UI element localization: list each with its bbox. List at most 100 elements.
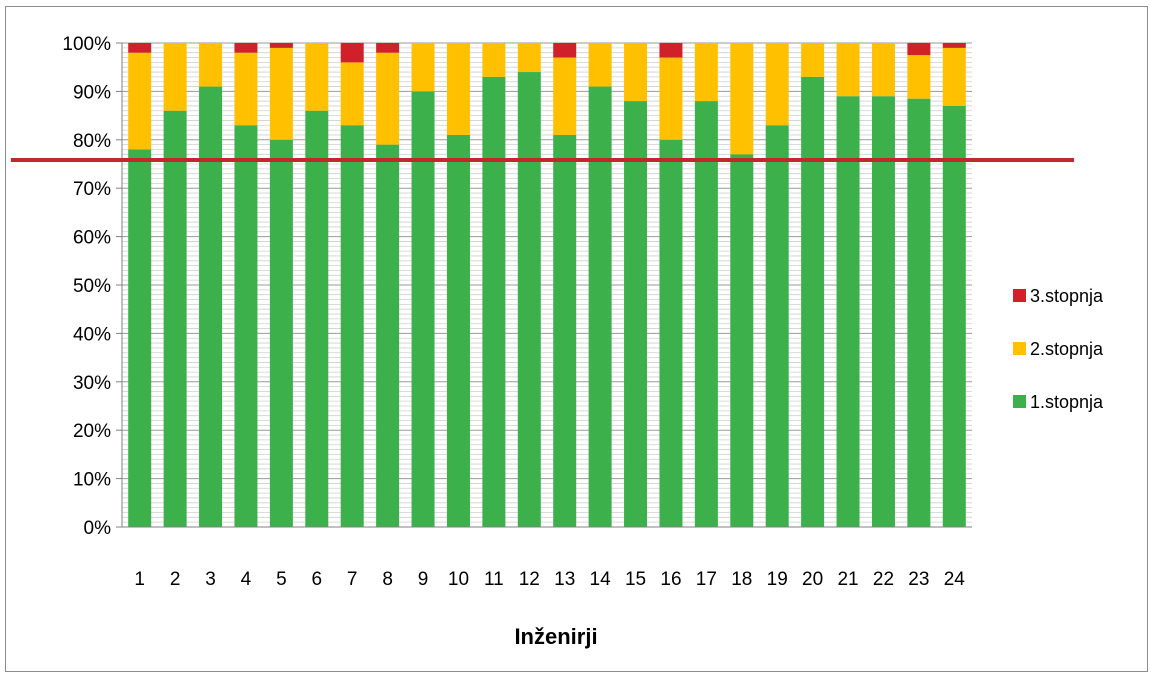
x-tick-label: 12 xyxy=(519,569,540,590)
y-tick-label: 100% xyxy=(62,34,111,55)
legend-swatch-2-stopnja xyxy=(1013,342,1026,355)
bar-2-stopnja-16 xyxy=(659,57,683,140)
bar-1-stopnja-5 xyxy=(269,139,293,528)
bar-2-stopnja-22 xyxy=(871,43,895,97)
bars xyxy=(128,43,966,528)
y-tick-label: 50% xyxy=(73,276,111,297)
bar-3-stopnja-24 xyxy=(942,43,966,48)
bar-3-stopnja-4 xyxy=(234,43,258,53)
x-tick-label: 16 xyxy=(660,569,681,590)
bar-2-stopnja-1 xyxy=(128,52,152,150)
x-tick-label: 21 xyxy=(837,569,858,590)
bar-2-stopnja-6 xyxy=(305,43,329,111)
y-tick-label: 90% xyxy=(73,82,111,103)
bar-1-stopnja-11 xyxy=(482,76,506,527)
y-tick-labels: 0% 10% 20% 30% 40% 50% 60% 70% 80% 90% 100% xyxy=(62,34,111,539)
y-tick-label: 20% xyxy=(73,421,111,442)
x-tick-label: 17 xyxy=(696,569,717,590)
bar-3-stopnja-5 xyxy=(269,43,293,48)
bar-2-stopnja-4 xyxy=(234,52,258,126)
x-tick-label: 3 xyxy=(205,569,216,590)
bar-2-stopnja-15 xyxy=(624,43,648,102)
x-tick-label: 7 xyxy=(347,569,358,590)
bar-2-stopnja-12 xyxy=(517,43,541,73)
x-tick-label: 24 xyxy=(944,569,966,590)
bar-1-stopnja-14 xyxy=(588,86,612,527)
bar-2-stopnja-20 xyxy=(801,43,825,77)
legend-label-2-stopnja: 2.stopnja xyxy=(1030,339,1104,359)
bar-1-stopnja-10 xyxy=(446,134,470,527)
bar-2-stopnja-5 xyxy=(269,47,293,140)
bar-1-stopnja-4 xyxy=(234,125,258,527)
legend: 3.stopnja 2.stopnja 1.stopnja xyxy=(1013,286,1104,412)
y-tick-label: 30% xyxy=(73,373,111,394)
bar-2-stopnja-11 xyxy=(482,43,506,77)
bar-3-stopnja-16 xyxy=(659,43,683,58)
x-tick-label: 14 xyxy=(590,569,612,590)
bar-1-stopnja-17 xyxy=(694,101,718,527)
bar-3-stopnja-23 xyxy=(907,43,931,56)
bar-1-stopnja-20 xyxy=(801,76,825,527)
x-tick-label: 8 xyxy=(382,569,393,590)
gridlines xyxy=(122,42,972,528)
bar-1-stopnja-24 xyxy=(942,105,966,528)
x-tick-label: 10 xyxy=(448,569,469,590)
y-tick-label: 10% xyxy=(73,470,111,491)
bar-1-stopnja-16 xyxy=(659,139,683,528)
x-tick-label: 23 xyxy=(908,569,929,590)
y-tick-label: 40% xyxy=(73,324,111,345)
bar-2-stopnja-7 xyxy=(340,62,364,126)
bar-2-stopnja-17 xyxy=(694,43,718,102)
x-tick-label: 19 xyxy=(767,569,788,590)
x-axis-label: Inženirji xyxy=(514,624,597,649)
bar-2-stopnja-8 xyxy=(376,52,400,145)
bar-2-stopnja-24 xyxy=(942,47,966,106)
bar-1-stopnja-3 xyxy=(199,86,223,527)
bar-1-stopnja-23 xyxy=(907,98,931,527)
bar-1-stopnja-1 xyxy=(128,149,152,528)
x-tick-label: 18 xyxy=(731,569,752,590)
y-tick-label: 70% xyxy=(73,179,111,200)
x-tick-label: 2 xyxy=(170,569,181,590)
bar-3-stopnja-13 xyxy=(553,43,577,58)
y-tick-label: 0% xyxy=(84,518,112,539)
x-tick-label: 20 xyxy=(802,569,823,590)
bar-1-stopnja-2 xyxy=(163,110,187,527)
bar-2-stopnja-10 xyxy=(446,43,470,135)
bar-1-stopnja-8 xyxy=(376,144,400,527)
bar-3-stopnja-7 xyxy=(340,43,364,63)
bar-2-stopnja-23 xyxy=(907,55,931,99)
bar-2-stopnja-19 xyxy=(765,43,789,126)
legend-label-3-stopnja: 3.stopnja xyxy=(1030,286,1104,306)
bar-1-stopnja-15 xyxy=(624,101,648,527)
x-tick-label: 22 xyxy=(873,569,894,590)
legend-swatch-1-stopnja xyxy=(1013,395,1026,408)
bar-1-stopnja-18 xyxy=(730,154,754,527)
axes xyxy=(116,42,972,528)
bar-1-stopnja-22 xyxy=(871,96,895,528)
x-tick-label: 11 xyxy=(484,569,504,590)
bar-1-stopnja-6 xyxy=(305,110,329,527)
bar-1-stopnja-7 xyxy=(340,125,364,527)
bar-2-stopnja-13 xyxy=(553,57,577,135)
x-tick-label: 9 xyxy=(418,569,429,590)
bar-3-stopnja-8 xyxy=(376,43,400,53)
bar-3-stopnja-1 xyxy=(128,43,152,53)
x-tick-label: 4 xyxy=(241,569,252,590)
x-tick-label: 1 xyxy=(134,569,145,590)
bar-1-stopnja-9 xyxy=(411,91,435,528)
bar-2-stopnja-2 xyxy=(163,43,187,111)
bar-1-stopnja-19 xyxy=(765,125,789,527)
y-tick-label: 80% xyxy=(73,131,111,152)
bar-2-stopnja-14 xyxy=(588,43,612,87)
x-tick-label: 6 xyxy=(312,569,323,590)
bar-1-stopnja-12 xyxy=(517,72,541,527)
legend-label-1-stopnja: 1.stopnja xyxy=(1030,392,1104,412)
y-tick-label: 60% xyxy=(73,228,111,249)
bar-2-stopnja-21 xyxy=(836,43,860,97)
bar-1-stopnja-13 xyxy=(553,134,577,527)
bar-1-stopnja-21 xyxy=(836,96,860,528)
bar-2-stopnja-9 xyxy=(411,43,435,92)
